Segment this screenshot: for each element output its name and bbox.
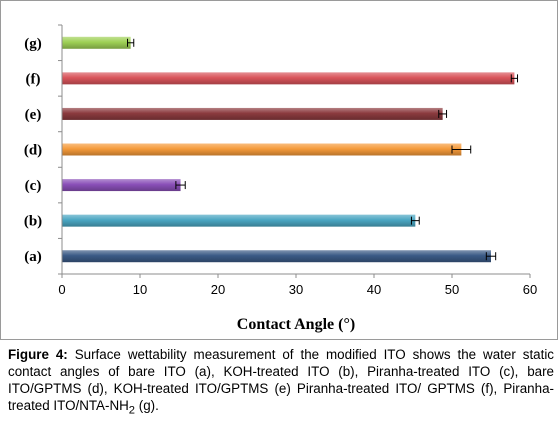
bar-c [62,179,181,192]
bar-chart: (a) (b) (c) (d) (e) (f) (g) 0 10 20 30 40 50 60 Conta… [24,24,537,333]
caption-text: Surface wettability measurement of the m… [8,347,555,413]
figure-caption: Figure 4: Surface wettability measuremen… [8,346,554,420]
x-tick-label: 0 [58,282,65,297]
caption-subscript: 2 [128,404,136,417]
bar-e [62,107,443,120]
category-label-g: (g) [24,36,42,52]
bar-g [62,36,131,49]
x-axis-title: Contact Angle (°) [237,316,355,333]
caption-text-end: (g). [135,398,159,413]
x-tick-label: 20 [211,282,225,297]
x-tick-label: 60 [523,282,537,297]
x-tick-label: 30 [289,282,303,297]
bar-d [62,143,462,156]
category-label-f: (f) [26,71,41,87]
x-tick-label: 10 [133,282,147,297]
x-tick-label: 40 [367,282,381,297]
category-label-a: (a) [24,249,42,265]
category-label-b: (b) [24,214,42,230]
category-label-c: (c) [25,178,42,194]
x-tick-label: 50 [445,282,459,297]
bar-a [62,250,491,263]
category-label-e: (e) [25,107,42,123]
figure-frame: (a) (b) (c) (d) (e) (f) (g) 0 10 20 30 40 50 60 Conta… [0,0,558,340]
bar-b [62,214,416,227]
bar-f [62,72,515,85]
category-label-d: (d) [24,143,42,159]
caption-label: Figure 4: [8,347,68,362]
